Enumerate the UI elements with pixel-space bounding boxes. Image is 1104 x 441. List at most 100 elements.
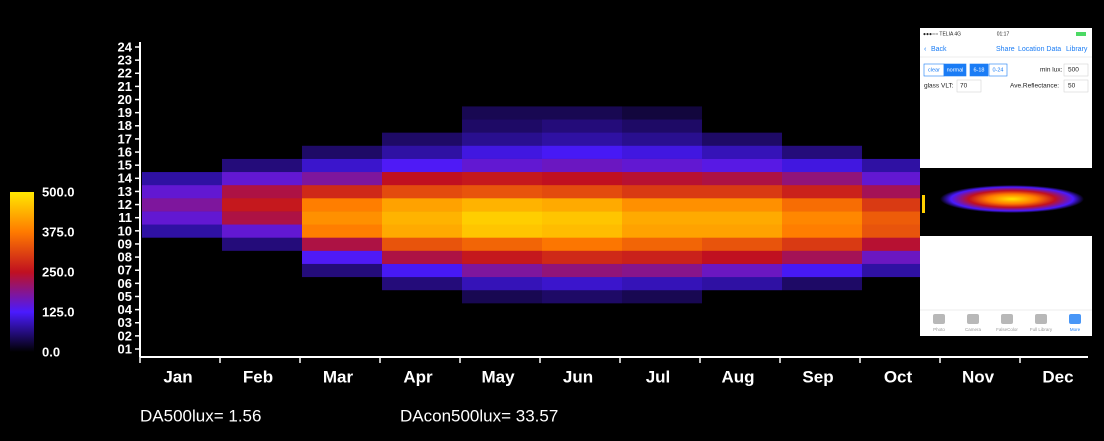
heat-cell bbox=[142, 119, 222, 133]
heat-cell bbox=[462, 40, 542, 54]
reflectance-input[interactable] bbox=[1063, 79, 1089, 93]
heat-cell bbox=[622, 119, 702, 133]
heat-cell bbox=[142, 237, 222, 251]
tab-icon[interactable] bbox=[1001, 314, 1013, 324]
heat-cell bbox=[302, 158, 382, 173]
heat-cell bbox=[382, 211, 462, 225]
colorbar-tick-label: 250.0 bbox=[42, 264, 75, 279]
back-button[interactable]: Back bbox=[931, 46, 947, 53]
heat-cell bbox=[382, 119, 462, 133]
heat-cell bbox=[542, 79, 622, 94]
heatmap bbox=[142, 40, 942, 356]
nav-share[interactable]: Share bbox=[996, 46, 1015, 53]
heat-cell bbox=[142, 198, 222, 212]
tab-icon[interactable] bbox=[1035, 314, 1047, 324]
heat-cell bbox=[382, 145, 462, 159]
heat-cell bbox=[142, 79, 222, 94]
heat-cell bbox=[462, 198, 542, 212]
heat-cell bbox=[542, 211, 622, 225]
heat-cell bbox=[702, 184, 782, 199]
tab-icon[interactable] bbox=[967, 314, 979, 324]
tab-label[interactable]: More bbox=[1070, 327, 1081, 332]
heat-cell bbox=[142, 132, 222, 146]
x-tick-label: Apr bbox=[403, 367, 433, 386]
heat-cell bbox=[782, 263, 862, 278]
toggle-button-label: 0-24 bbox=[992, 67, 1003, 73]
tab-icon[interactable] bbox=[933, 314, 945, 324]
heat-cell bbox=[622, 145, 702, 159]
y-tick-label: 20 bbox=[118, 92, 132, 107]
vlt-input[interactable] bbox=[956, 79, 982, 93]
toggle-button[interactable] bbox=[969, 63, 989, 77]
heat-cell bbox=[462, 53, 542, 68]
nav-location[interactable]: Location Data bbox=[1018, 46, 1061, 53]
heat-cell bbox=[702, 40, 782, 54]
heat-cell bbox=[542, 66, 622, 81]
heat-cell bbox=[222, 184, 302, 199]
heat-cell bbox=[302, 40, 382, 54]
x-tick-label: Oct bbox=[884, 367, 913, 386]
heat-cell bbox=[142, 106, 222, 120]
heat-cell bbox=[702, 171, 782, 186]
heat-cell bbox=[462, 263, 542, 278]
heat-cell bbox=[622, 342, 702, 356]
status-time: 01:17 bbox=[997, 31, 1010, 37]
heat-cell bbox=[382, 198, 462, 212]
x-tick-label: Aug bbox=[721, 367, 754, 386]
heat-cell bbox=[462, 237, 542, 251]
heat-cell bbox=[382, 250, 462, 264]
tab-label[interactable]: Photo bbox=[933, 327, 945, 332]
min-lux-input[interactable] bbox=[1063, 63, 1089, 77]
heat-cell bbox=[222, 132, 302, 146]
tab-label[interactable]: FalseColor bbox=[996, 327, 1018, 332]
heat-cell bbox=[462, 119, 542, 133]
heat-cell bbox=[222, 66, 302, 81]
heat-cell bbox=[142, 40, 222, 54]
x-tick-label: Jul bbox=[646, 367, 671, 386]
heat-cell bbox=[462, 158, 542, 173]
tab-icon[interactable] bbox=[1069, 314, 1081, 324]
nav-library[interactable]: Library bbox=[1066, 46, 1088, 53]
heat-cell bbox=[142, 92, 222, 107]
heat-cell bbox=[622, 184, 702, 199]
heat-cell bbox=[702, 53, 782, 68]
toggle-button-label: clear bbox=[928, 67, 940, 73]
heat-cell bbox=[702, 237, 782, 251]
heat-cell bbox=[142, 263, 222, 278]
y-tick-label: 16 bbox=[118, 144, 132, 159]
heat-cell bbox=[222, 158, 302, 173]
y-tick-label: 24 bbox=[118, 39, 133, 54]
heat-cell bbox=[222, 329, 302, 343]
toggle-button[interactable] bbox=[988, 63, 1008, 77]
heat-cell bbox=[222, 303, 302, 317]
tab-label[interactable]: Camera bbox=[965, 327, 982, 332]
heat-cell bbox=[782, 184, 862, 199]
heat-cell bbox=[222, 316, 302, 330]
y-tick-label: 22 bbox=[118, 66, 132, 81]
heat-cell bbox=[622, 53, 702, 68]
x-tick-label: Jan bbox=[163, 367, 192, 386]
y-tick-label: 02 bbox=[118, 328, 132, 343]
heat-cell bbox=[622, 303, 702, 317]
heat-cell bbox=[302, 342, 382, 356]
metric-dacon: DAcon500lux= 33.57 bbox=[400, 406, 558, 425]
min-lux-label: min lux: bbox=[1040, 67, 1063, 74]
heat-cell bbox=[462, 132, 542, 146]
heat-cell bbox=[702, 145, 782, 159]
tab-label[interactable]: Full Library bbox=[1030, 327, 1053, 332]
button-group: clear normal 6-18 0-24 bbox=[923, 63, 1008, 77]
heat-cell bbox=[622, 224, 702, 238]
heat-cell bbox=[382, 303, 462, 317]
y-tick-label: 13 bbox=[118, 184, 132, 199]
colorbar bbox=[10, 192, 34, 352]
heat-cell bbox=[782, 132, 862, 146]
vlt-label: glass VLT: bbox=[924, 83, 954, 90]
heat-cell bbox=[302, 250, 382, 264]
heat-cell bbox=[142, 289, 222, 304]
heat-cell bbox=[622, 289, 702, 304]
toggle-button[interactable] bbox=[943, 63, 967, 77]
heat-cell bbox=[302, 316, 382, 330]
heat-cell bbox=[382, 237, 462, 251]
back-chevron[interactable]: ‹ bbox=[924, 46, 927, 53]
heat-cell bbox=[222, 106, 302, 120]
